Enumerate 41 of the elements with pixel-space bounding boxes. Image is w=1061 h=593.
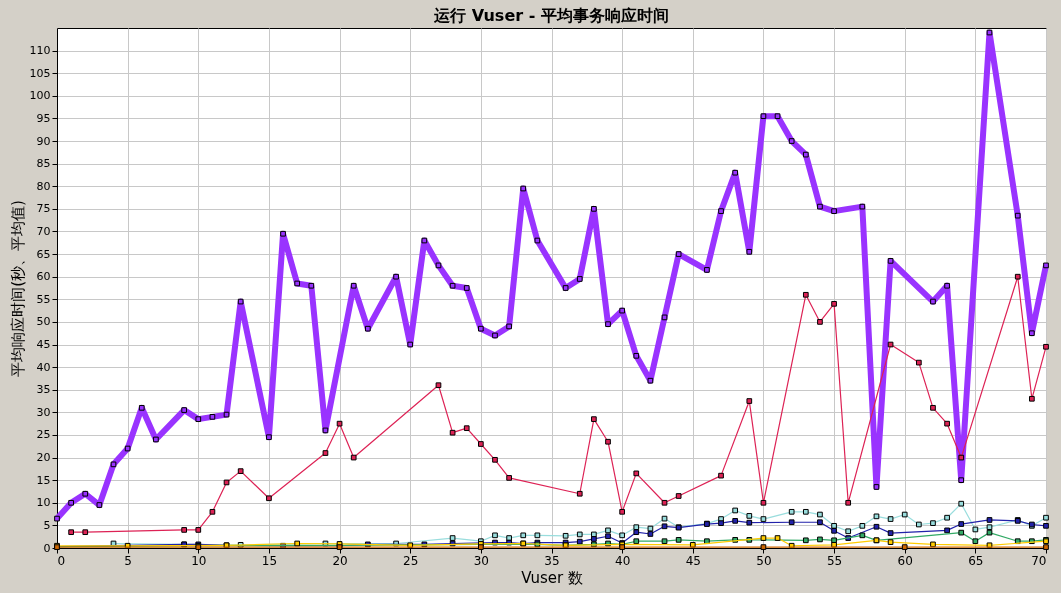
y-tick-label: 45 [36,338,51,352]
y-tick-label: 35 [36,383,51,397]
x-tick-label: 25 [403,553,419,568]
y-tick-label: 10 [36,496,51,510]
chart-title: 运行 Vuser - 平均事务响应时间 [433,6,669,25]
y-tick-label: 75 [36,202,51,216]
y-tick-label: 40 [36,360,51,374]
y-tick-label: 30 [36,405,51,419]
x-tick-label: 40 [615,553,631,568]
y-tick-label: 55 [36,292,51,306]
y-tick-label: 15 [36,473,51,487]
y-tick-label: 100 [29,89,51,103]
y-tick-label: 70 [36,224,51,238]
y-tick-label: 50 [36,315,51,329]
x-tick-label: 35 [544,553,560,568]
y-tick-label: 60 [36,270,51,284]
x-tick-label: 20 [332,553,348,568]
y-tick-label: 85 [36,157,51,171]
y-tick-label: 0 [43,541,51,555]
x-tick-label: 70 [1031,553,1047,568]
x-tick-label: 10 [191,553,207,568]
x-tick-label: 15 [261,553,278,568]
y-tick-label: 5 [43,518,51,532]
y-tick-label: 20 [36,451,51,465]
x-tick-label: 45 [685,553,701,568]
x-axis-title: Vuser 数 [521,568,583,587]
x-tick-label: 0 [57,553,66,568]
y-tick-label: 110 [29,44,51,58]
y-tick-label: 90 [36,134,51,148]
y-axis-title: 平均响应时间(秒、平均值) [8,200,27,377]
x-tick-label: 60 [897,553,913,568]
x-tick-label: 5 [124,553,132,568]
y-tick-label: 65 [36,247,51,261]
x-tick-label: 30 [473,553,489,568]
x-tick-label: 50 [756,553,772,568]
x-tick-label: 55 [826,553,843,568]
x-tick-label: 65 [968,553,984,568]
y-tick-label: 25 [36,428,51,442]
y-tick-label: 80 [36,179,51,193]
y-tick-label: 105 [29,66,51,80]
y-tick-label: 95 [36,111,51,125]
